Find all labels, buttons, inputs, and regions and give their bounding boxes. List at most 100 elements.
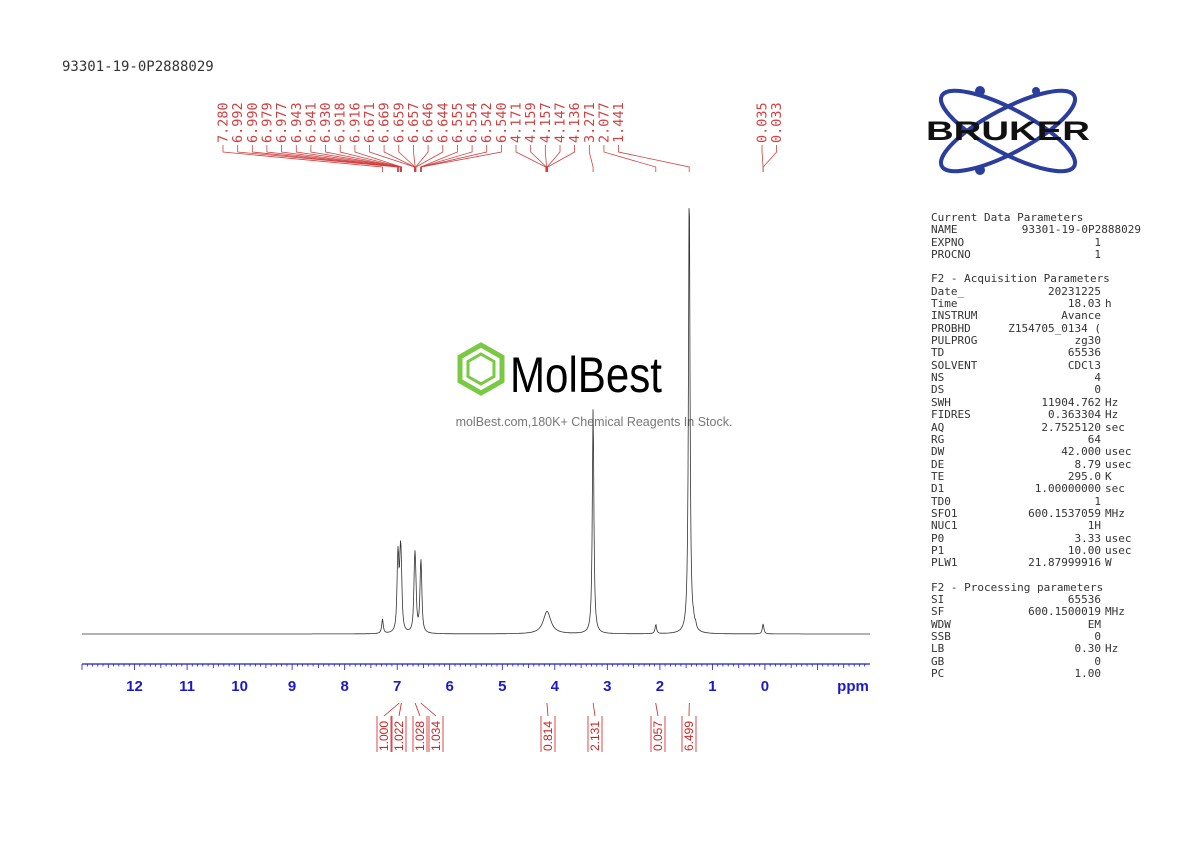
param-value: 0 <box>1094 654 1101 668</box>
watermark: MolBest molBest.com,180K+ Chemical Reage… <box>456 342 732 429</box>
param-value: Avance <box>1061 309 1101 323</box>
peak-label: 6.555 <box>450 102 466 143</box>
param-value: EM <box>1087 617 1101 631</box>
param-key: WDW <box>931 617 951 631</box>
peak-connector <box>383 145 415 172</box>
param-section-title: F2 - Acquisition Parameters <box>931 272 1110 286</box>
param-row: DE 8.79 usec <box>931 457 1141 471</box>
param-key: SF <box>931 605 945 619</box>
param-key: Time <box>931 297 958 311</box>
peak-label: 6.542 <box>479 102 495 143</box>
integral-connector <box>420 702 437 717</box>
param-key: DE <box>931 457 945 471</box>
integral-value: 1.028 <box>413 721 427 751</box>
peak-connector <box>421 145 502 172</box>
peak-label: 6.644 <box>435 102 451 143</box>
peak-connector <box>547 145 575 172</box>
peak-label-group: 6.540 <box>421 102 510 172</box>
peak-label: 0.035 <box>755 102 771 143</box>
peak-label: 6.659 <box>391 102 407 143</box>
sample-id: 93301-19-0P2888029 <box>62 59 214 75</box>
x-tick-label: 1 <box>708 678 716 695</box>
peak-label-group: 6.657 <box>406 102 422 172</box>
peak-label-group: 1.441 <box>611 102 690 172</box>
peak-connector <box>281 145 399 172</box>
x-tick-label: 0 <box>761 678 769 695</box>
integral-connector <box>655 702 659 717</box>
param-value: 4 <box>1094 371 1101 385</box>
param-key: SOLVENT <box>931 358 978 372</box>
param-key: P0 <box>931 531 945 545</box>
integral-value: 0.057 <box>651 721 665 751</box>
peak-connector <box>544 145 547 172</box>
param-unit: Hz <box>1105 395 1119 409</box>
param-value: 93301-19-0P2888029 <box>1021 223 1141 237</box>
peak-label: 6.916 <box>347 102 363 143</box>
param-value: 10.00 <box>1067 543 1101 557</box>
param-value: 65536 <box>1067 592 1101 606</box>
param-value: 1.00 <box>1074 667 1102 681</box>
x-tick-label: 3 <box>603 678 611 695</box>
peak-label: 6.992 <box>230 102 246 143</box>
peak-label: 6.646 <box>421 102 437 143</box>
integral: 0.057 <box>650 702 666 752</box>
param-unit: usec <box>1105 457 1132 471</box>
param-row: FIDRES 0.363304 Hz <box>931 408 1141 422</box>
param-row: P0 3.33 usec <box>931 531 1141 545</box>
x-axis-title: ppm <box>837 678 869 695</box>
param-row: GB 0 <box>931 654 1141 668</box>
peak-connector <box>530 145 547 172</box>
param-value: zg30 <box>1074 334 1102 348</box>
integral-value: 1.022 <box>392 721 406 751</box>
param-section-title: Current Data Parameters <box>931 211 1084 224</box>
nmr-spectrum-chart: MolBest molBest.com,180K+ Chemical Reage… <box>81 102 870 752</box>
param-key: NS <box>931 371 945 385</box>
peak-connector <box>603 145 657 172</box>
param-row: NAME 93301-19-0P2888029 <box>931 223 1141 237</box>
integral-value: 2.131 <box>588 721 602 751</box>
peak-connector <box>251 145 399 172</box>
peak-label-group: 4.171 <box>509 102 547 172</box>
param-key: SI <box>931 592 945 606</box>
peak-connector <box>325 145 402 172</box>
param-unit: W <box>1105 556 1112 570</box>
integral: 1.022 <box>391 702 407 752</box>
peak-label: 7.280 <box>216 102 232 143</box>
param-row: P1 10.00 usec <box>931 543 1141 557</box>
param-row: INSTRUM Avance <box>931 309 1141 323</box>
integral-connector <box>546 702 549 717</box>
param-key: NUC1 <box>931 519 958 533</box>
param-value: 0.30 <box>1074 642 1102 656</box>
param-row: PROCNO 1 <box>931 248 1141 261</box>
param-key: NAME <box>931 223 958 237</box>
logo-text: BRUKER <box>926 116 1090 146</box>
param-value: 600.1500019 <box>1028 605 1101 619</box>
param-key: LB <box>931 642 945 656</box>
peak-connector <box>420 145 473 172</box>
peak-label-group: 4.157 <box>538 102 554 172</box>
peak-label: 4.136 <box>567 102 583 143</box>
param-key: RG <box>931 432 945 446</box>
param-unit: K <box>1105 469 1112 483</box>
param-value: 0.363304 <box>1048 408 1101 422</box>
param-value: 20231225 <box>1048 284 1101 298</box>
peak-label-group: 6.930 <box>318 102 402 172</box>
peak-connector <box>546 145 561 172</box>
param-row: NS 4 <box>931 371 1141 385</box>
param-value: 1 <box>1094 235 1101 249</box>
peak-label: 2.077 <box>596 102 612 143</box>
peak-label: 6.540 <box>494 102 510 143</box>
param-gap <box>931 570 1141 582</box>
peak-label: 6.979 <box>259 102 275 143</box>
peak-label: 6.990 <box>245 102 261 143</box>
peak-label: 0.033 <box>769 102 785 143</box>
param-value: 2.7525120 <box>1041 420 1101 434</box>
peak-label-group: 6.554 <box>420 102 481 172</box>
peak-label: 6.943 <box>289 102 305 143</box>
param-value: Z154705_0134 ( <box>1008 321 1101 335</box>
param-key: GB <box>931 654 945 668</box>
peak-connector <box>354 145 402 172</box>
param-key: AQ <box>931 420 945 434</box>
integral-connector <box>383 702 400 717</box>
peak-label-group: 6.990 <box>245 102 399 172</box>
